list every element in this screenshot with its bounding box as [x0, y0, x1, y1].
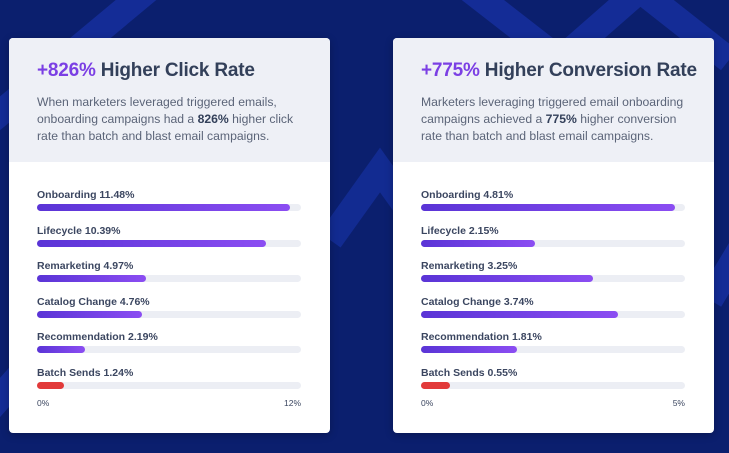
bar-track	[421, 204, 685, 211]
bar-label: Batch Sends 1.24%	[37, 367, 301, 382]
conversion-rate-desc-bold: 775%	[545, 112, 577, 126]
bar-row: Recommendation 1.81%	[421, 331, 685, 367]
click-rate-headline: +826% Higher Click Rate	[37, 60, 303, 82]
conversion-rate-card-header: +775% Higher Conversion Rate Marketers l…	[393, 38, 714, 162]
bar-catalog-change	[421, 310, 619, 318]
bar-batch-sends	[421, 381, 451, 389]
bar-value-label: 4.76%	[119, 295, 150, 308]
bar-onboarding	[421, 204, 675, 211]
bar-row: Lifecycle 10.39%	[37, 225, 301, 261]
bar-track	[421, 381, 685, 389]
bar-category-label: Catalog Change	[421, 295, 501, 308]
click-rate-description: When marketers leveraged triggered email…	[37, 94, 303, 145]
bar-track	[37, 275, 301, 283]
bar-track	[37, 381, 301, 389]
click-rate-bar-chart: Onboarding 11.48% Lifecycle 10.39% Remarke…	[37, 189, 301, 403]
bar-category-label: Lifecycle	[421, 224, 466, 237]
bar-value-label: 0.55%	[487, 366, 518, 379]
bar-label: Onboarding 11.48%	[37, 189, 301, 204]
bar-row: Batch Sends 0.55%	[421, 367, 685, 403]
bar-track	[37, 310, 301, 318]
bar-category-label: Lifecycle	[37, 224, 82, 237]
bar-value-label: 4.97%	[103, 260, 134, 273]
bar-row: Batch Sends 1.24%	[37, 367, 301, 403]
bar-label: Lifecycle 10.39%	[37, 225, 301, 240]
bar-row: Remarketing 3.25%	[421, 260, 685, 296]
bar-recommendation	[421, 346, 517, 354]
bar-recommendation	[37, 346, 86, 354]
click-rate-card-header: +826% Higher Click Rate When marketers l…	[9, 38, 330, 162]
bar-value-label: 11.48%	[99, 189, 135, 201]
bar-value-label: 2.15%	[468, 224, 499, 237]
bar-category-label: Catalog Change	[37, 295, 117, 308]
bar-label: Recommendation 2.19%	[37, 331, 301, 346]
bar-track	[421, 346, 685, 354]
bar-remarketing	[421, 275, 593, 283]
bar-value-label: 1.81%	[512, 331, 542, 344]
conversion-rate-headline: +775% Higher Conversion Rate	[421, 60, 697, 82]
bar-label: Onboarding 4.81%	[421, 189, 685, 204]
bar-remarketing	[37, 275, 147, 283]
bar-label: Remarketing 4.97%	[37, 260, 301, 275]
conversion-rate-description: Marketers leveraging triggered email onb…	[421, 94, 687, 145]
conversion-rate-bar-chart: Onboarding 4.81% Lifecycle 2.15% Remarketi…	[421, 189, 685, 403]
bar-category-label: Onboarding	[421, 189, 481, 201]
bar-track	[37, 204, 301, 211]
bar-category-label: Remarketing	[421, 260, 485, 273]
bar-label: Remarketing 3.25%	[421, 260, 685, 275]
bar-track	[37, 239, 301, 247]
bar-batch-sends	[37, 381, 65, 389]
x-axis-max-label: 12%	[283, 398, 301, 408]
click-rate-desc-text: When marketers leveraged triggered email…	[37, 95, 277, 126]
bar-lifecycle	[421, 239, 535, 247]
bar-lifecycle	[37, 239, 266, 247]
bar-category-label: Batch Sends	[421, 366, 485, 379]
bar-track	[421, 275, 685, 283]
click-rate-desc-text-end: higher click rate than batch and blast e…	[37, 112, 294, 143]
conversion-rate-card: +775% Higher Conversion Rate Marketers l…	[393, 38, 714, 433]
bar-row: Recommendation 2.19%	[37, 331, 301, 367]
bar-row: Catalog Change 3.74%	[421, 296, 685, 332]
x-axis-max-label: 5%	[672, 398, 685, 408]
bar-onboarding	[37, 204, 290, 211]
bar-catalog-change	[37, 310, 142, 318]
bar-category-label: Remarketing	[37, 260, 101, 273]
click-rate-headline-stat: +826%	[37, 60, 96, 81]
bar-value-label: 3.25%	[487, 260, 518, 273]
x-axis-min-label: 0%	[37, 398, 50, 408]
click-rate-card: +826% Higher Click Rate When marketers l…	[9, 38, 330, 433]
bar-label: Catalog Change 3.74%	[421, 296, 685, 311]
bar-row: Remarketing 4.97%	[37, 260, 301, 296]
bar-label: Batch Sends 0.55%	[421, 367, 685, 382]
click-rate-headline-text: Higher Click Rate	[100, 60, 255, 81]
bar-label: Recommendation 1.81%	[421, 331, 685, 346]
bar-category-label: Onboarding	[37, 189, 97, 201]
bar-category-label: Batch Sends	[37, 366, 101, 379]
x-axis-min-label: 0%	[421, 398, 434, 408]
bar-value-label: 2.19%	[128, 331, 158, 344]
bar-value-label: 3.74%	[503, 295, 534, 308]
click-rate-desc-bold: 826%	[197, 112, 229, 126]
bar-row: Onboarding 11.48%	[37, 189, 301, 225]
bar-category-label: Recommendation	[421, 331, 510, 344]
bar-row: Lifecycle 2.15%	[421, 225, 685, 261]
bar-category-label: Recommendation	[37, 331, 126, 344]
bar-label: Catalog Change 4.76%	[37, 296, 301, 311]
bar-value-label: 1.24%	[103, 366, 134, 379]
bar-track	[37, 346, 301, 354]
bar-track	[421, 239, 685, 247]
conversion-rate-headline-text: Higher Conversion Rate	[484, 60, 697, 81]
conversion-rate-desc-text-end: higher conversion rate than batch and bl…	[421, 112, 677, 143]
conversion-rate-desc-text: Marketers leveraging triggered email onb…	[421, 95, 684, 126]
bar-row: Onboarding 4.81%	[421, 189, 685, 225]
conversion-rate-headline-stat: +775%	[421, 60, 480, 81]
bar-value-label: 10.39%	[84, 224, 121, 237]
bar-label: Lifecycle 2.15%	[421, 225, 685, 240]
bar-value-label: 4.81%	[483, 189, 514, 201]
bar-track	[421, 310, 685, 318]
bar-row: Catalog Change 4.76%	[37, 296, 301, 332]
